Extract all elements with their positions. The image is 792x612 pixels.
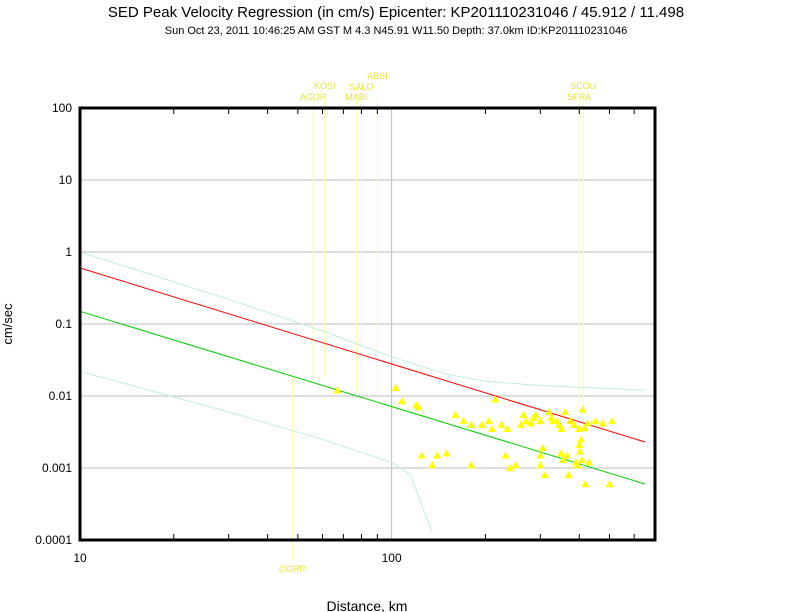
- data-point: [459, 416, 468, 425]
- upper-bound-line: [79, 251, 646, 391]
- data-point: [566, 416, 575, 425]
- data-point: [578, 405, 587, 413]
- data-point: [531, 410, 540, 418]
- data-point: [526, 419, 535, 427]
- data-point: [581, 479, 590, 488]
- station-label: AGOR: [300, 92, 327, 102]
- data-point: [467, 420, 476, 428]
- data-point: [585, 458, 594, 466]
- plot-frame: [78, 106, 657, 542]
- y-tick-label: 1: [65, 245, 72, 259]
- data-points: [333, 383, 617, 488]
- data-point: [561, 407, 570, 416]
- data-point: [536, 416, 545, 425]
- data-point: [583, 419, 592, 427]
- station-label: MABI: [345, 92, 367, 102]
- data-point: [522, 416, 531, 425]
- data-point: [580, 423, 589, 432]
- data-point: [540, 470, 549, 479]
- station-label: SALO: [349, 82, 373, 92]
- data-point: [575, 447, 584, 455]
- data-point: [557, 424, 566, 433]
- station-label: SCOU: [570, 81, 596, 91]
- data-point: [501, 451, 510, 459]
- median-line: [79, 267, 646, 443]
- y-tick-label: 0.0001: [35, 533, 72, 547]
- data-point: [506, 464, 515, 472]
- data-point: [536, 451, 545, 459]
- data-point: [570, 420, 579, 428]
- data-point: [414, 403, 423, 411]
- data-point: [488, 424, 497, 433]
- data-point: [417, 451, 426, 459]
- data-point: [576, 435, 585, 443]
- data-point: [519, 410, 528, 418]
- data-point: [398, 397, 407, 405]
- data-point: [598, 419, 607, 427]
- data-point: [608, 416, 617, 425]
- data-point: [451, 410, 460, 418]
- data-point: [497, 420, 506, 428]
- y-tick-label: 0.001: [42, 461, 72, 475]
- x-tick-label: 10: [73, 551, 87, 565]
- data-point: [559, 455, 568, 463]
- data-point: [433, 451, 442, 459]
- data-point: [516, 420, 525, 428]
- x-tick-label: 100: [382, 551, 402, 565]
- data-point: [536, 461, 545, 469]
- y-axis-label: cm/sec: [0, 303, 15, 345]
- data-point: [545, 407, 554, 416]
- data-point: [577, 455, 586, 463]
- lower-line: [79, 310, 646, 485]
- station-label: SFRA: [567, 92, 591, 102]
- data-point: [591, 416, 600, 425]
- station-label: OGRP: [279, 564, 306, 574]
- data-point: [467, 461, 476, 469]
- y-tick-label: 0.1: [55, 317, 72, 331]
- x-axis-label: Distance, km: [327, 598, 408, 612]
- data-point: [557, 449, 566, 457]
- data-point: [538, 443, 547, 452]
- y-tick-label: 0.01: [49, 389, 73, 403]
- data-point: [605, 479, 614, 488]
- data-point: [391, 383, 400, 391]
- data-point: [484, 416, 493, 425]
- station-label: KOSI: [314, 81, 336, 91]
- data-point: [503, 424, 512, 433]
- data-point: [562, 451, 571, 459]
- data-point: [491, 395, 500, 403]
- regression-lines: [79, 251, 646, 532]
- y-tick-label: 100: [52, 101, 72, 115]
- data-point: [442, 449, 451, 457]
- chart-title: SED Peak Velocity Regression (in cm/s) E…: [107, 4, 685, 21]
- y-tick-label: 10: [59, 173, 73, 187]
- data-point: [573, 461, 582, 469]
- data-point: [428, 461, 437, 469]
- station-label: ABSI: [367, 71, 388, 81]
- data-point: [564, 470, 573, 479]
- data-point: [333, 386, 342, 394]
- data-point: [511, 461, 520, 469]
- chart-subtitle: Sun Oct 23, 2011 10:46:25 AM GST M 4.3 N…: [164, 25, 628, 37]
- lower-bound-line: [79, 370, 433, 532]
- data-point: [575, 440, 584, 449]
- data-point: [478, 420, 487, 428]
